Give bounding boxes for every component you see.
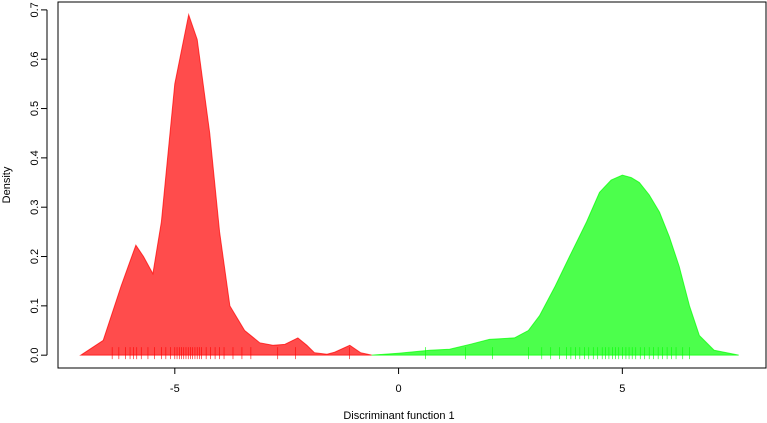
y-tick-label: 0.4 [29,150,41,165]
y-tick-label: 0.3 [29,200,41,215]
y-tick-label: 0.2 [29,249,41,264]
y-tick-label: 0.0 [29,348,41,363]
x-axis-label: Discriminant function 1 [343,410,454,422]
density-area [79,12,372,356]
density-area [371,174,739,356]
y-tick-label: 0.5 [29,101,41,116]
y-tick-label: 0.7 [29,2,41,17]
y-axis-label: Density [1,166,13,203]
y-tick-label: 0.6 [29,52,41,67]
y-tick-label: 0.1 [29,298,41,313]
x-tick-label: -5 [170,383,180,395]
x-tick-label: 0 [396,383,402,395]
x-tick-label: 5 [619,383,625,395]
